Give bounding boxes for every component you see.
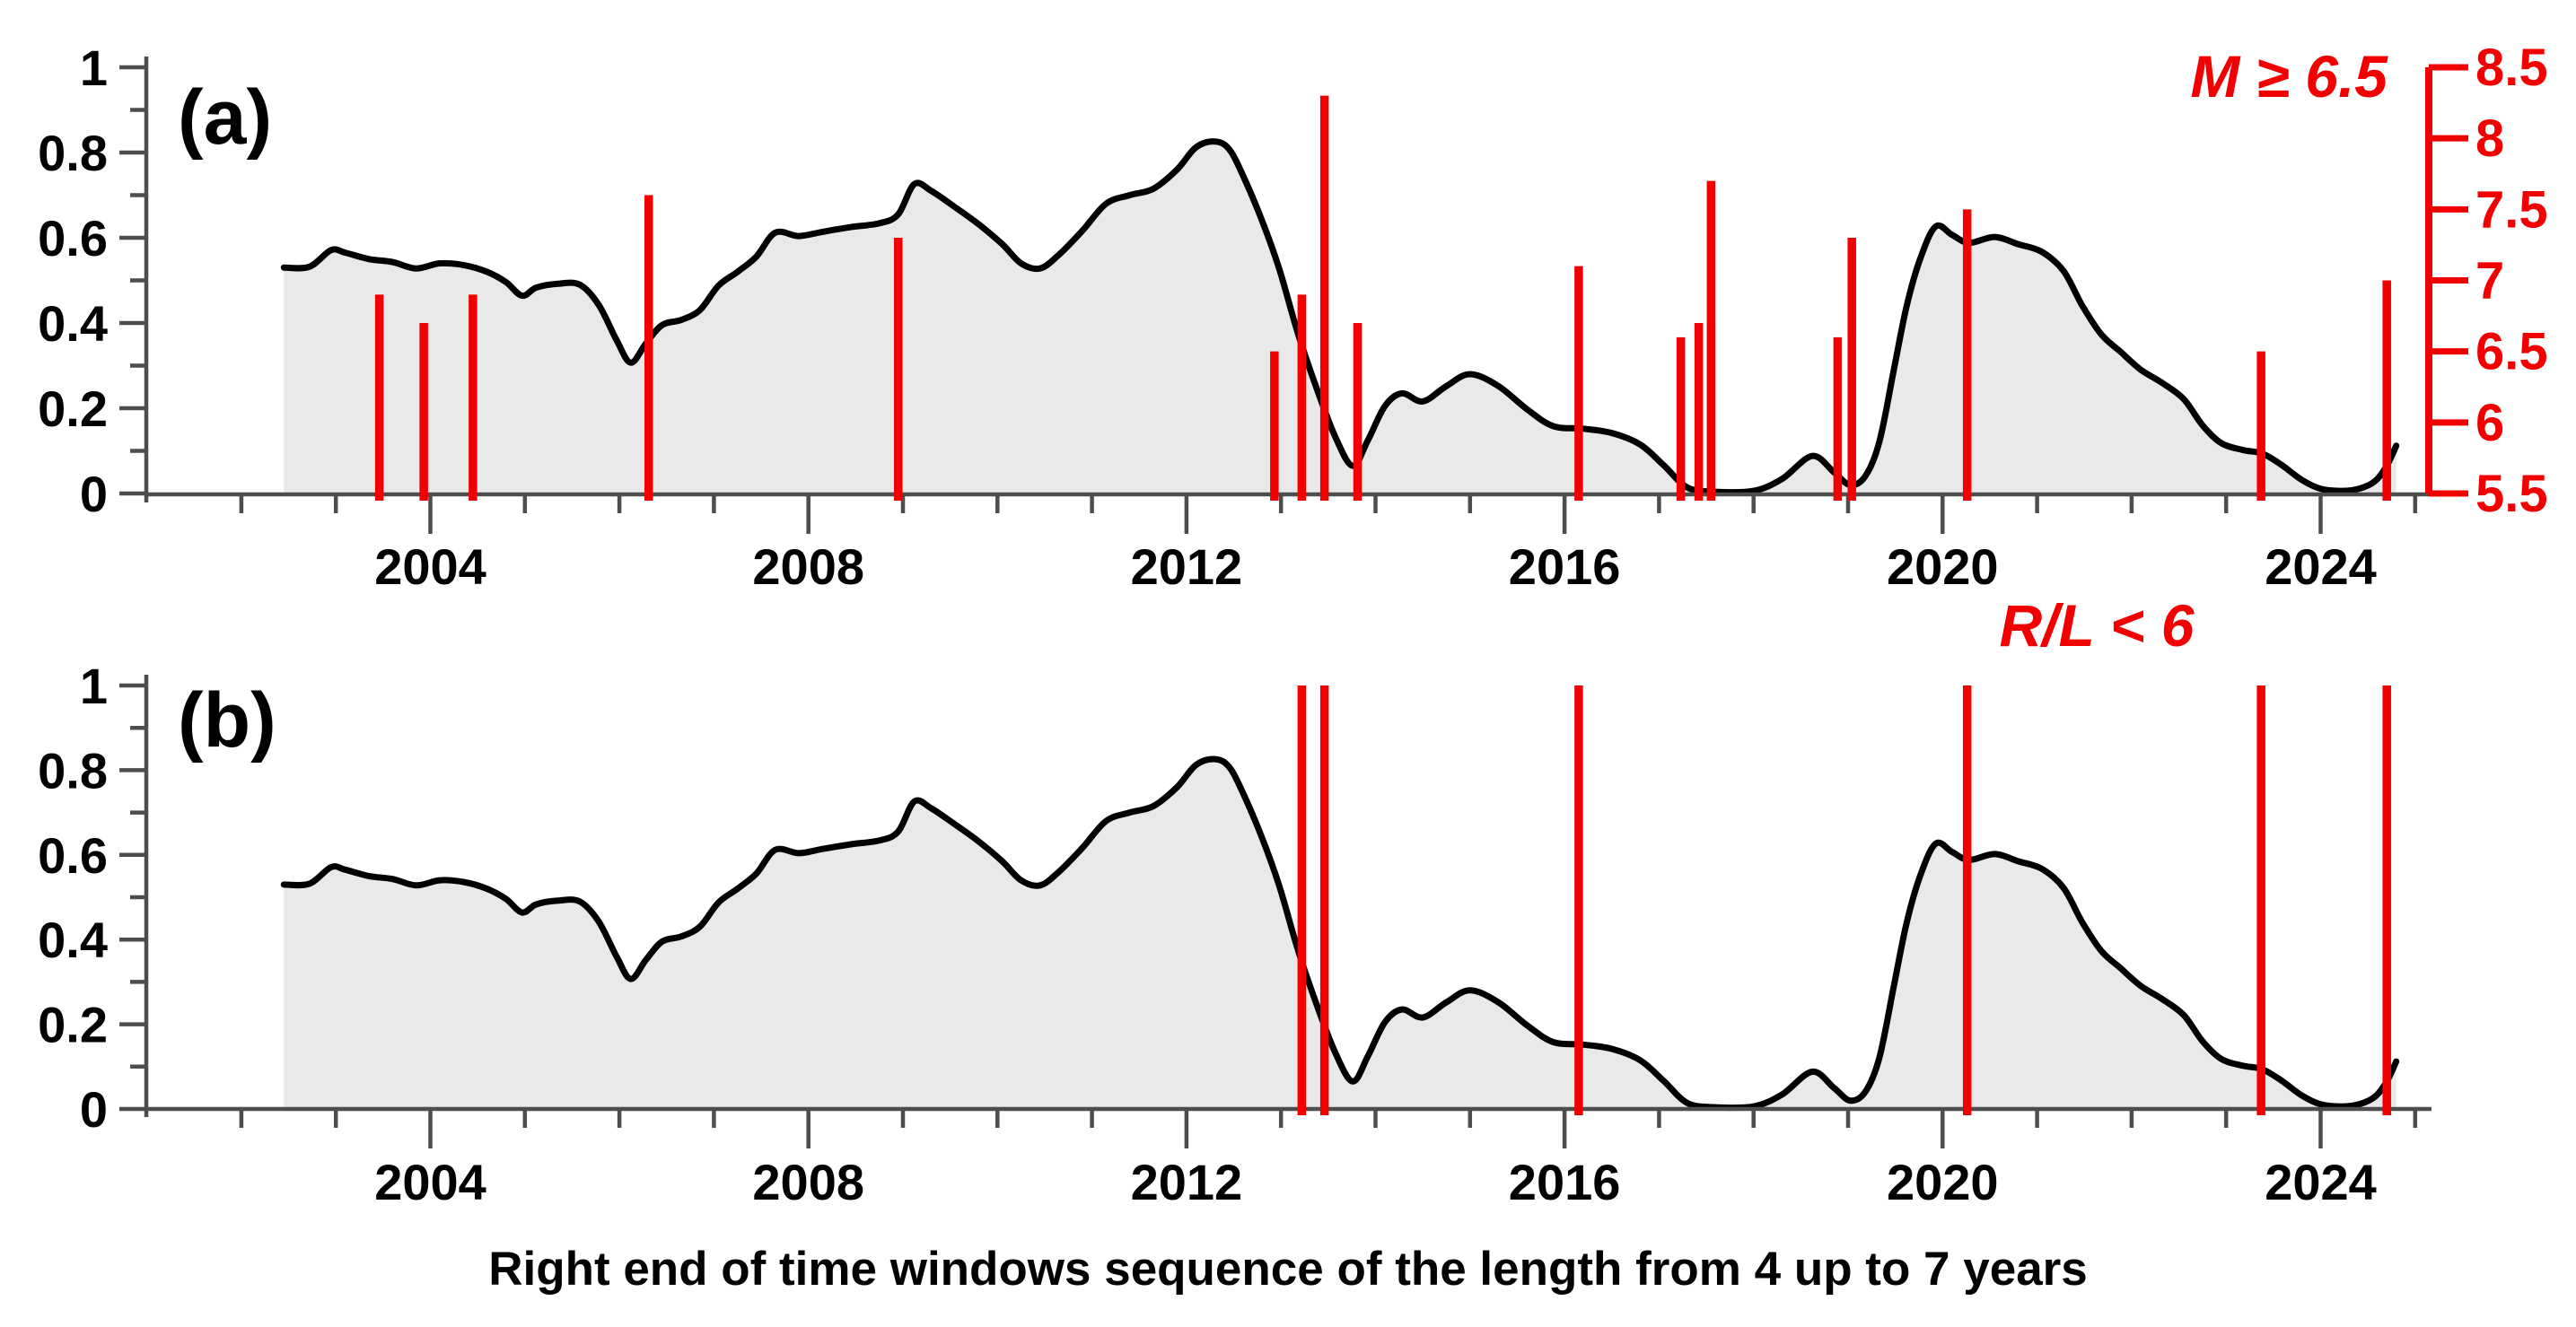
x-axis-caption: Right end of time windows sequence of th… xyxy=(488,1243,2088,1296)
y-tick-label: 0.4 xyxy=(38,912,108,968)
x-tick-label: 2012 xyxy=(1131,538,1243,595)
y-tick-label: 0.2 xyxy=(38,380,108,437)
x-tick-label: 2008 xyxy=(752,1154,864,1210)
panel-b-annotation: R/L < 6 xyxy=(1999,592,2195,659)
right-axis-tick-label: 6.5 xyxy=(2475,323,2548,381)
curve-fill-area xyxy=(284,141,2396,495)
x-tick-label: 2016 xyxy=(1509,1154,1621,1210)
right-axis-tick-label: 7.5 xyxy=(2475,180,2548,239)
panel-b-label: (b) xyxy=(178,677,276,764)
y-tick-label: 0.6 xyxy=(38,827,108,884)
y-tick-label: 0.4 xyxy=(38,295,108,352)
right-axis-title: M ≥ 6.5 xyxy=(2190,43,2388,109)
y-tick-label: 1 xyxy=(80,658,108,714)
x-tick-label: 2012 xyxy=(1131,1154,1243,1210)
right-axis-tick-label: 8 xyxy=(2475,109,2504,168)
right-axis-tick-label: 8.5 xyxy=(2475,39,2548,97)
x-tick-label: 2008 xyxy=(752,538,864,595)
panel-a-label: (a) xyxy=(178,74,273,161)
y-tick-label: 1 xyxy=(80,39,108,96)
y-tick-label: 0.8 xyxy=(38,742,108,799)
x-tick-label: 2020 xyxy=(1887,1154,1999,1210)
curve-fill-area xyxy=(284,759,2396,1109)
panel-b: 2004 2008 2012 2016 2020 2024 0 0.2 0.4 0.6 0.8 1 xyxy=(38,658,2431,1210)
right-axis-tick-label: 7 xyxy=(2475,252,2504,310)
x-tick-label: 2024 xyxy=(2265,1154,2377,1210)
x-tick-label: 2004 xyxy=(374,538,486,595)
y-tick-label: 0 xyxy=(80,1081,108,1138)
panel-a: 2004 2008 2012 2016 2020 2024 0 0.2 0.4 0.6 0.8 1 5.… xyxy=(38,39,2548,595)
x-tick-label: 2004 xyxy=(374,1154,486,1210)
y-tick-label: 0.6 xyxy=(38,210,108,266)
x-tick-label: 2024 xyxy=(2265,538,2377,595)
right-axis-tick-label: 6 xyxy=(2475,394,2504,452)
x-tick-label: 2020 xyxy=(1887,538,1999,595)
x-tick-label: 2016 xyxy=(1509,538,1621,595)
y-tick-label: 0.2 xyxy=(38,997,108,1053)
right-axis-tick-label: 5.5 xyxy=(2475,465,2548,523)
y-tick-label: 0 xyxy=(80,466,108,522)
y-tick-label: 0.8 xyxy=(38,125,108,181)
